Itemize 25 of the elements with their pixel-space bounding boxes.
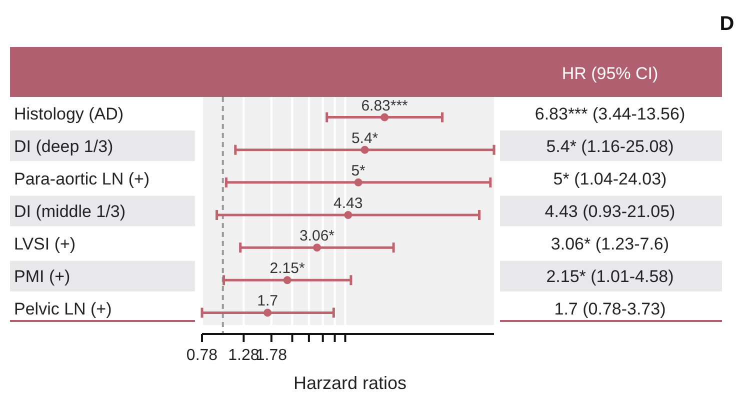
data-label: 5* bbox=[351, 162, 366, 180]
data-label: 5.4* bbox=[351, 130, 378, 147]
text: 3.06* (1.23-7.6) bbox=[550, 234, 670, 254]
text: D bbox=[720, 13, 734, 35]
data-label: 1.7 bbox=[257, 292, 278, 310]
y-tick-label: Histology (AD) bbox=[14, 104, 124, 124]
y-tick-label: Para-aortic LN (+) bbox=[14, 169, 150, 188]
y-tick-label: LVSI (+) bbox=[14, 234, 76, 254]
data-label: 3.06* bbox=[299, 228, 335, 245]
y-tick-label: PMI (+) bbox=[14, 267, 70, 286]
text: 4.43 (0.93-21.05) bbox=[544, 202, 676, 221]
y-tick-label: DI (deep 1/3) bbox=[14, 136, 114, 156]
x-tick-label: 0.78 bbox=[186, 347, 218, 364]
data-label: 2.15* bbox=[270, 260, 305, 278]
text: 2.15* (1.01-4.58) bbox=[546, 267, 674, 286]
text: 1.7 (0.78-3.73) bbox=[554, 300, 666, 319]
y-tick-label: Pelvic LN (+) bbox=[14, 300, 112, 319]
text: 5* (1.04-24.03) bbox=[553, 169, 667, 188]
text: 5.4* (1.16-25.08) bbox=[546, 136, 674, 156]
data-label: 4.43 bbox=[334, 195, 363, 212]
x-axis-title: Harzard ratios bbox=[293, 373, 407, 393]
text: 6.83*** (3.44-13.56) bbox=[534, 104, 686, 124]
y2-axis-title: HR (95% CI) bbox=[562, 64, 658, 83]
data-label: 6.83*** bbox=[361, 97, 408, 114]
y-tick-label: DI (middle 1/3) bbox=[14, 202, 126, 221]
